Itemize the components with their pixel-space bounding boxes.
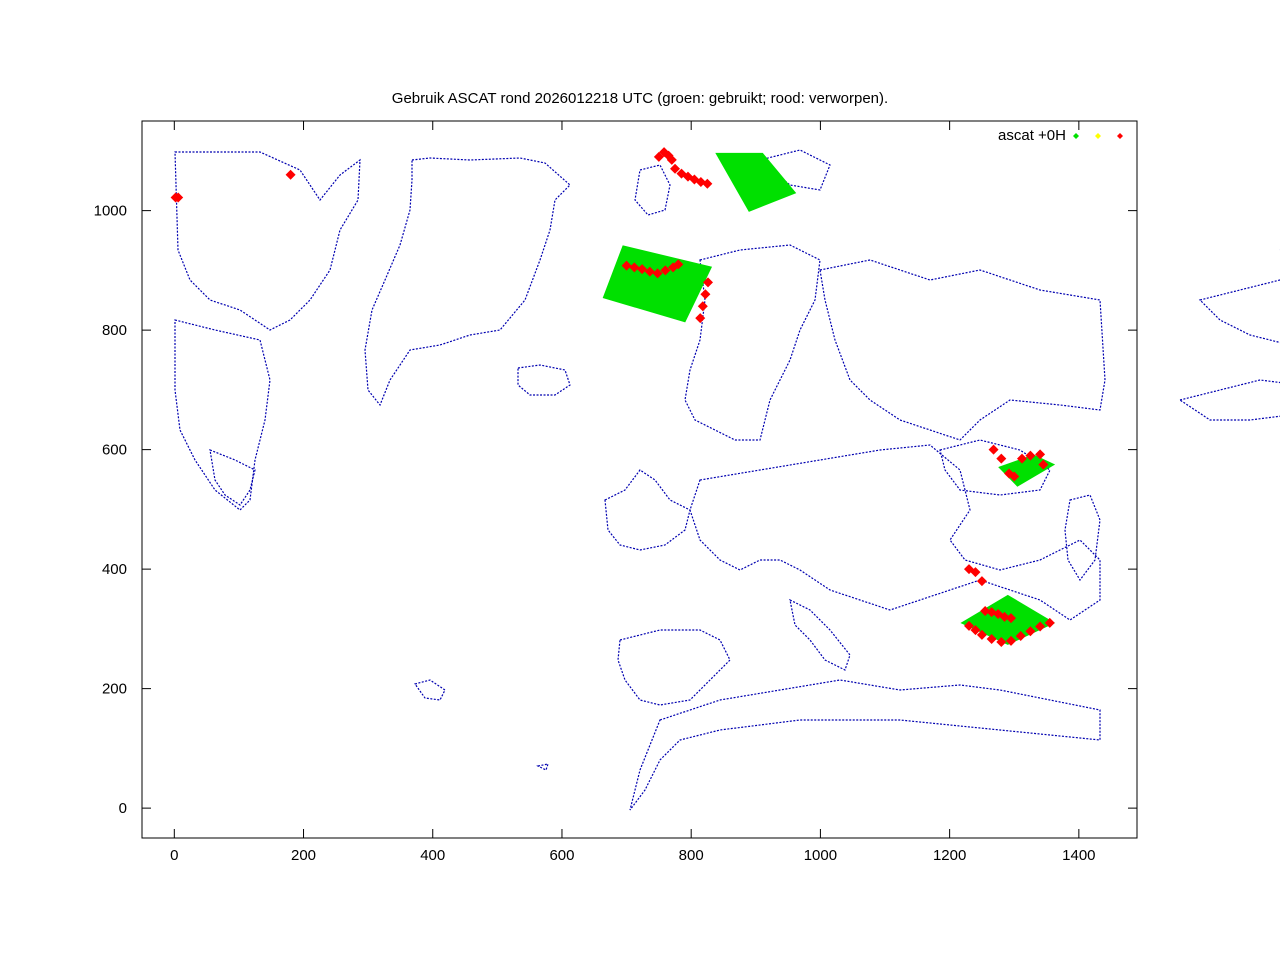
x-tick-label: 200: [291, 847, 316, 864]
legend-label: ascat +0H: [998, 127, 1066, 144]
y-axis: 0 200 400 600 800 1000: [94, 203, 1137, 817]
rejected-point: [986, 634, 997, 645]
legend-marker-rejected: [1117, 133, 1123, 139]
scandinavia: [684, 244, 821, 441]
coastline-map: [174, 149, 1280, 811]
greenland-coast: [364, 157, 571, 407]
rejected-point: [980, 605, 991, 616]
rejected-observations: [170, 147, 1055, 648]
baffin-island: [209, 449, 256, 506]
chart-title: Gebruik ASCAT rond 2026012218 UTC (groen…: [392, 90, 888, 107]
legend-marker-flagged: [1095, 133, 1101, 139]
rejected-point: [621, 260, 632, 271]
black-sea: [939, 439, 1051, 496]
rejected-point: [970, 567, 981, 578]
used-swath: [715, 152, 797, 212]
rejected-point: [999, 611, 1010, 622]
caspian-sea: [1064, 494, 1101, 582]
rejected-point: [697, 301, 708, 312]
iberia: [617, 629, 731, 706]
rejected-point: [1038, 459, 1049, 470]
rejected-point: [1015, 631, 1026, 642]
rejected-point: [988, 444, 999, 455]
canada-archipelago-1: [174, 151, 361, 331]
rejected-point: [702, 178, 713, 189]
y-tick-label: 800: [102, 322, 127, 339]
x-tick-label: 0: [170, 847, 178, 864]
svalbard: [634, 164, 671, 216]
y-tick-label: 200: [102, 681, 127, 698]
plot-frame: [141, 120, 1138, 839]
atlantic-islands-1: [414, 679, 446, 701]
legend-markers: [1073, 133, 1123, 139]
x-tick-label: 800: [679, 847, 704, 864]
rejected-point: [1009, 471, 1020, 482]
canada-archipelago-2: [174, 319, 271, 511]
rejected-point: [700, 289, 711, 300]
rejected-point: [964, 620, 975, 631]
rejected-point: [285, 169, 296, 180]
rejected-point: [1016, 453, 1027, 464]
rejected-point: [1035, 621, 1046, 632]
x-axis: 0 200 400 600 800 1000 1200 1400: [170, 121, 1096, 864]
x-tick-label: 600: [549, 847, 574, 864]
rejected-point: [644, 266, 655, 277]
rejected-point: [670, 163, 681, 174]
rejected-point: [660, 265, 671, 276]
legend: ascat +0H: [998, 127, 1123, 144]
rejected-point: [976, 576, 987, 587]
rejected-point: [1025, 450, 1036, 461]
x-tick-label: 1200: [933, 847, 966, 864]
y-tick-label: 1000: [94, 203, 127, 220]
rejected-point: [976, 629, 987, 640]
italy: [789, 598, 851, 671]
rejected-point: [695, 313, 706, 324]
y-tick-label: 600: [102, 442, 127, 459]
rejected-point: [1044, 617, 1055, 628]
rejected-point: [996, 453, 1007, 464]
rejected-point: [637, 264, 648, 275]
rejected-point: [1025, 626, 1036, 637]
iceland: [517, 364, 571, 396]
rejected-point: [666, 154, 677, 165]
atlantic-islands-2: [536, 763, 549, 771]
legend-marker-used: [1073, 133, 1079, 139]
rejected-point: [629, 262, 640, 273]
rejected-point: [673, 259, 684, 270]
finland-russia: [819, 259, 1106, 441]
rejected-point: [173, 192, 184, 203]
x-tick-label: 1000: [804, 847, 837, 864]
rejected-point: [1006, 635, 1017, 646]
british-isles: [604, 469, 691, 551]
y-tick-label: 0: [119, 800, 127, 817]
rejected-point: [652, 268, 663, 279]
rejected-point: [996, 637, 1007, 648]
novaya-zemlya: [758, 149, 831, 191]
y-tick-label: 400: [102, 561, 127, 578]
rejected-point: [702, 277, 713, 288]
north-africa: [629, 679, 1101, 811]
x-tick-label: 1400: [1062, 847, 1095, 864]
rejected-point: [970, 625, 981, 636]
rejected-point: [1035, 449, 1046, 460]
rejected-point: [1006, 613, 1017, 624]
x-tick-label: 400: [420, 847, 445, 864]
